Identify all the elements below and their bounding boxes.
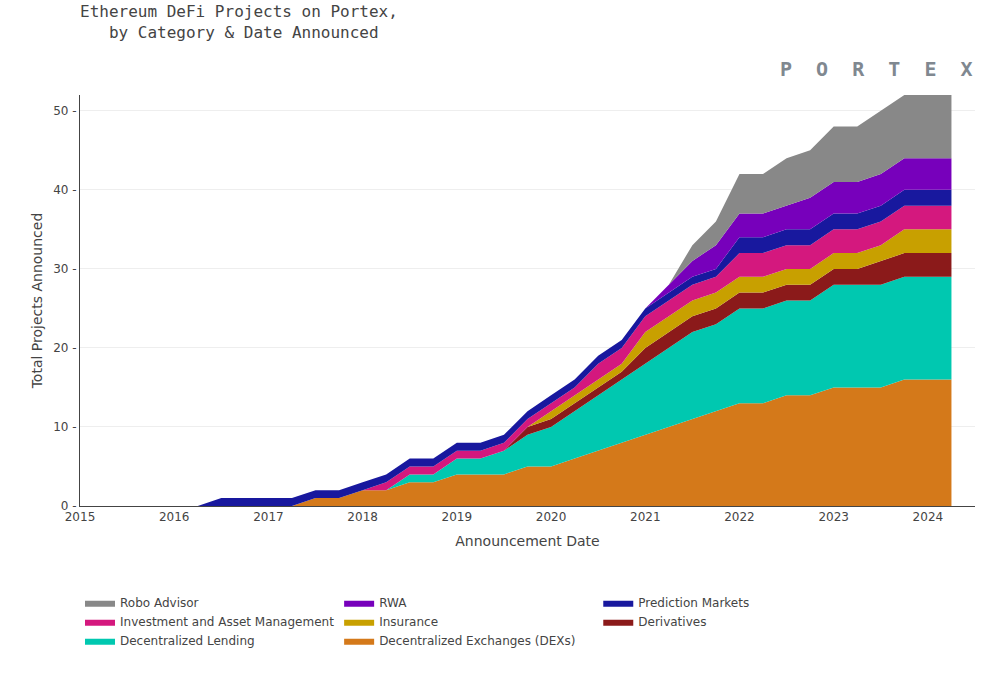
svg-text:30 -: 30 - — [53, 262, 76, 276]
svg-text:Decentralized Lending: Decentralized Lending — [120, 634, 255, 648]
svg-text:P O R T E X: P O R T E X — [780, 57, 973, 81]
svg-text:2023: 2023 — [818, 510, 849, 524]
svg-text:20 -: 20 - — [53, 341, 76, 355]
svg-text:Decentralized Exchanges (DEXs): Decentralized Exchanges (DEXs) — [379, 634, 575, 648]
svg-text:Robo Advisor: Robo Advisor — [120, 596, 199, 610]
svg-text:2017: 2017 — [253, 510, 284, 524]
svg-text:2021: 2021 — [630, 510, 661, 524]
svg-text:10 -: 10 - — [53, 420, 76, 434]
svg-text:40 -: 40 - — [53, 183, 76, 197]
svg-text:2015: 2015 — [65, 510, 96, 524]
svg-text:2020: 2020 — [536, 510, 567, 524]
svg-text:Total Projects Announced: Total Projects Announced — [29, 213, 45, 390]
svg-text:Announcement Date: Announcement Date — [455, 533, 599, 549]
svg-text:RWA: RWA — [379, 596, 407, 610]
svg-text:50 -: 50 - — [53, 104, 76, 118]
svg-text:2019: 2019 — [442, 510, 473, 524]
svg-text:0 -: 0 - — [61, 499, 77, 513]
svg-text:Insurance: Insurance — [379, 615, 438, 629]
svg-text:2024: 2024 — [913, 510, 944, 524]
svg-text:2022: 2022 — [724, 510, 755, 524]
svg-text:Derivatives: Derivatives — [638, 615, 706, 629]
svg-text:Ethereum DeFi Projects on Port: Ethereum DeFi Projects on Portex, by Cat… — [80, 2, 398, 42]
svg-text:2018: 2018 — [347, 510, 378, 524]
svg-text:Prediction Markets: Prediction Markets — [638, 596, 749, 610]
svg-text:Investment and Asset Managemen: Investment and Asset Management — [120, 615, 334, 629]
svg-text:2016: 2016 — [159, 510, 190, 524]
